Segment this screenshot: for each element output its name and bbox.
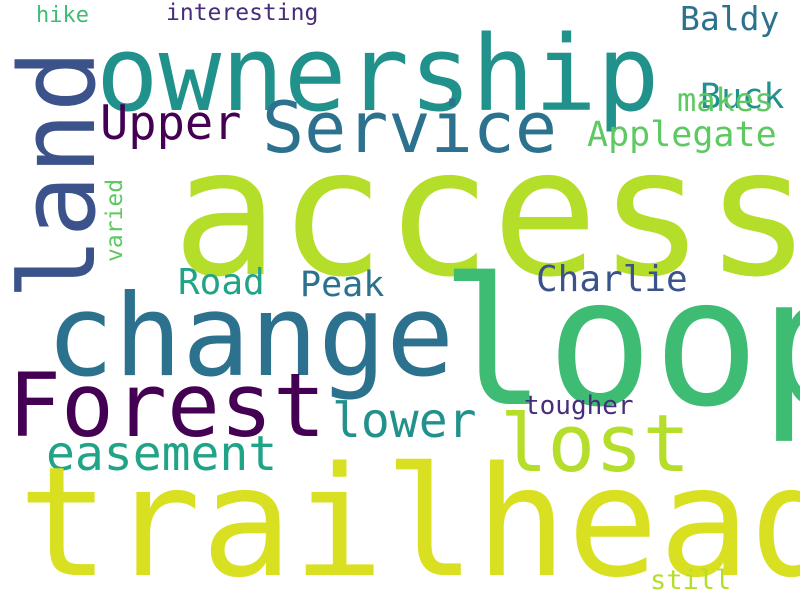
word-applegate: Applegate — [587, 115, 777, 155]
word-varied: varied — [102, 178, 128, 262]
word-land: land — [0, 49, 119, 300]
word-charlie: Charlie — [536, 259, 688, 300]
word-road: Road — [178, 262, 265, 303]
word-lower: lower — [332, 393, 477, 449]
word-access: access — [172, 110, 800, 316]
word-change: change — [46, 270, 455, 402]
word-hike: hike — [36, 3, 89, 28]
word-makes: makes — [677, 81, 774, 119]
word-still: still — [650, 565, 732, 596]
word-loop: loop — [440, 240, 800, 446]
word-buck: Buck — [700, 77, 785, 117]
word-ownership: ownership — [96, 13, 660, 135]
word-peak: Peak — [300, 265, 385, 305]
word-lost: lost — [500, 398, 691, 490]
word-trailhead: trailhead — [18, 434, 800, 600]
word-easement: easement — [46, 426, 278, 482]
word-forest: Forest — [8, 354, 326, 457]
word-tougher: tougher — [524, 391, 634, 421]
word-baldy: Baldy — [680, 0, 780, 38]
word-interesting: interesting — [166, 0, 319, 26]
word-upper: Upper — [100, 96, 242, 151]
word-service: Service — [262, 87, 558, 169]
